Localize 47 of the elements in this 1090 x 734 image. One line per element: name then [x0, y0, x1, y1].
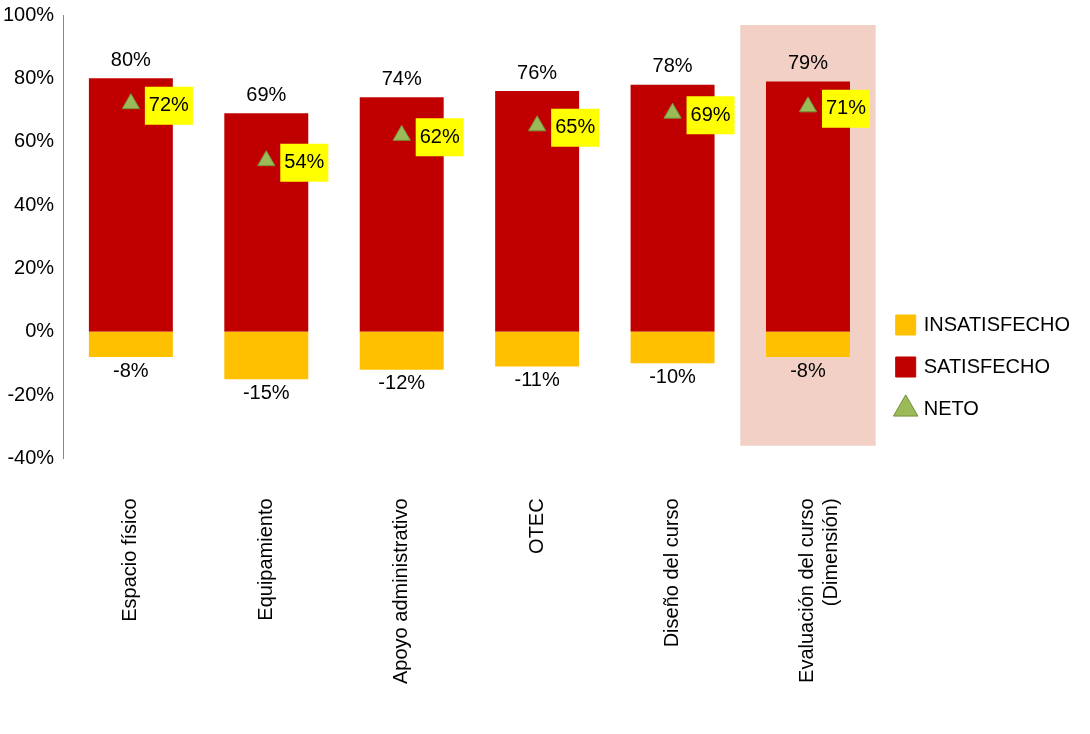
y-tick-label: 100%	[3, 2, 55, 25]
data-label: 69%	[246, 82, 287, 105]
x-tick-label: Evaluación del curso (Dimensión)	[795, 498, 842, 683]
point	[798, 96, 818, 113]
data-label: -8%	[113, 358, 149, 381]
data-label: 80%	[110, 47, 152, 70]
bar	[630, 331, 715, 364]
point	[527, 115, 547, 132]
y-tick-label: 20%	[14, 255, 55, 278]
y-tick-label: -40%	[7, 445, 55, 468]
x-tick-label: Apoyo administrativo	[389, 498, 412, 685]
data-label: -11%	[514, 368, 560, 391]
point	[392, 124, 411, 141]
point	[663, 102, 682, 119]
legend-label: INSATISFECHO	[923, 312, 1070, 335]
data-label: 54%	[284, 150, 325, 173]
legend-label: SATISFECHO	[923, 354, 1050, 377]
x-tick-label: OTEC	[524, 498, 547, 554]
bar	[224, 331, 309, 380]
data-label: 69%	[690, 102, 731, 125]
legend-label: NETO	[923, 396, 979, 419]
bar	[495, 331, 580, 367]
data-label: 72%	[148, 93, 190, 116]
y-tick-label: 60%	[14, 129, 55, 152]
x-tick-label: Equipamiento	[253, 498, 276, 621]
data-label: -8%	[790, 358, 826, 381]
data-label: 78%	[652, 54, 693, 77]
data-label: -12%	[378, 371, 426, 394]
data-label: 76%	[517, 60, 558, 83]
data-label: -10%	[649, 364, 697, 387]
data-label: 71%	[825, 96, 867, 119]
data-label: 65%	[555, 115, 596, 138]
y-tick-label: 40%	[14, 192, 55, 215]
y-tick-label: 80%	[14, 65, 55, 88]
y-tick-label: 0%	[25, 319, 55, 342]
data-label: 74%	[381, 66, 422, 89]
data-label: -15%	[242, 380, 290, 403]
point	[121, 93, 141, 110]
bar	[359, 331, 444, 370]
bar	[88, 331, 173, 358]
data-label: 79%	[787, 51, 829, 74]
y-tick-label: -20%	[7, 382, 55, 405]
point	[257, 150, 276, 167]
bar	[766, 331, 850, 358]
x-tick-label: Espacio físico	[118, 498, 141, 622]
data-label: 62%	[419, 124, 460, 147]
x-tick-label: Diseño del curso	[660, 498, 683, 648]
